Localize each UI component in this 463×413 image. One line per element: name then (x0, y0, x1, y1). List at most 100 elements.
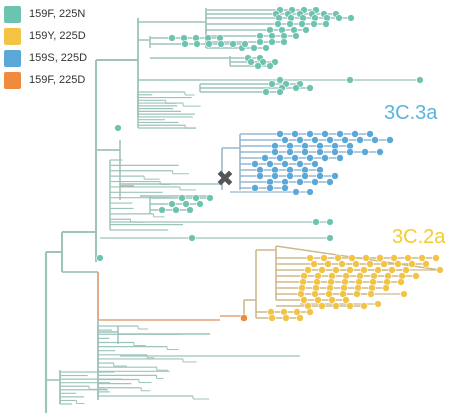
tree-tip (336, 130, 344, 138)
tree-tip (206, 194, 214, 202)
tree-branches (44, 8, 441, 413)
tree-tip (321, 130, 329, 138)
tree-tip (361, 148, 369, 156)
tree-tip (311, 14, 319, 22)
tree-tip (348, 254, 356, 262)
tree-tip (366, 260, 374, 268)
tree-tip (262, 88, 270, 96)
tree-tip (193, 40, 201, 48)
tree-tip (404, 254, 412, 262)
tree-tip (302, 26, 310, 34)
tree-tip (374, 266, 382, 274)
tree-tip (196, 200, 204, 208)
tree-tip (336, 154, 344, 162)
legend-item-159f-225d[interactable]: 159F, 225D (4, 70, 87, 90)
x-marker-icon: ✖ (216, 167, 234, 192)
tree-tip (400, 290, 408, 298)
tree-tip (274, 20, 282, 28)
tree-tip (268, 80, 276, 88)
tree-tip (380, 260, 388, 268)
tree-tip (216, 34, 224, 42)
tree-tip (366, 130, 374, 138)
tree-tip (332, 266, 340, 274)
tree-tip (286, 172, 294, 180)
tree-tip (276, 154, 284, 162)
legend-swatch (4, 49, 21, 67)
tree-tip (96, 254, 104, 262)
tree-tip (306, 188, 314, 196)
tree-tip (311, 136, 319, 144)
tree-tip (367, 290, 375, 298)
tree-tip (296, 178, 304, 186)
tree-tip (296, 160, 304, 168)
tree-tip (334, 254, 342, 262)
tree-tip (390, 254, 398, 262)
tree-tip (229, 40, 237, 48)
tree-tip (299, 14, 307, 22)
special-markers: ✖ (216, 167, 234, 192)
tree-tip (205, 40, 213, 48)
tree-tip (280, 38, 288, 46)
clade-label-3c2a: 3C.2a (392, 226, 446, 248)
tree-tip (301, 148, 309, 156)
tree-tip (168, 34, 176, 42)
tree-tip (311, 178, 319, 186)
tree-tip (266, 160, 274, 168)
tree-tip (328, 296, 336, 304)
tree-tip (261, 154, 269, 162)
tree-tip (323, 14, 331, 22)
tree-tip (266, 62, 274, 70)
legend-swatch (4, 5, 21, 23)
tree-tip (408, 260, 416, 268)
tree-tip (316, 172, 324, 180)
legend-label: 159S, 225D (29, 52, 88, 64)
tree-tip (172, 206, 180, 214)
tree-tip (292, 188, 300, 196)
tree-tip (416, 76, 424, 84)
legend-label: 159F, 225D (29, 74, 86, 86)
tree-tip (240, 314, 248, 322)
tree-tip (180, 34, 188, 42)
tree-tip (412, 272, 420, 280)
clade-label-3c3a: 3C.3a (384, 102, 438, 124)
tree-tip (339, 290, 347, 298)
tree-tip (332, 302, 340, 310)
tree-tip (268, 38, 276, 46)
legend-item-159f-225n[interactable]: 159F, 225N (4, 4, 87, 24)
legend-item-159s-225d[interactable]: 159S, 225D (4, 48, 87, 68)
tree-tip (268, 314, 276, 322)
tree-tip (281, 136, 289, 144)
tree-tip (291, 154, 299, 162)
tree-tip (326, 234, 334, 242)
tree-tip (311, 290, 319, 298)
tree-tip (168, 200, 176, 208)
tree-tip (306, 130, 314, 138)
legend-label: 159F, 225N (29, 8, 86, 20)
tree-tip (310, 260, 318, 268)
tree-tip (331, 148, 339, 156)
tree-tip (374, 300, 382, 308)
tree-tip (312, 218, 320, 226)
tree-tip (217, 40, 225, 48)
tree-tip (306, 308, 314, 316)
tree-tip (300, 296, 308, 304)
tree-tip (362, 254, 370, 262)
tree-tip (318, 302, 326, 310)
tree-tip (286, 148, 294, 156)
tree-tip (306, 254, 314, 262)
tree-tip (347, 14, 355, 22)
tree-tip (114, 124, 122, 132)
tree-tip (326, 136, 334, 144)
tree-tip (321, 154, 329, 162)
tree-tip (351, 130, 359, 138)
tree-tip (241, 40, 249, 48)
tree-tip (298, 20, 306, 28)
legend-item-159y-225d[interactable]: 159Y, 225D (4, 26, 87, 46)
tree-tip (275, 14, 283, 22)
tree-tip (281, 184, 289, 192)
tree-tip (286, 20, 294, 28)
tree-tip (436, 266, 444, 274)
tree-tip (326, 178, 334, 186)
tree-tip (276, 76, 284, 84)
tree-tip (181, 40, 189, 48)
